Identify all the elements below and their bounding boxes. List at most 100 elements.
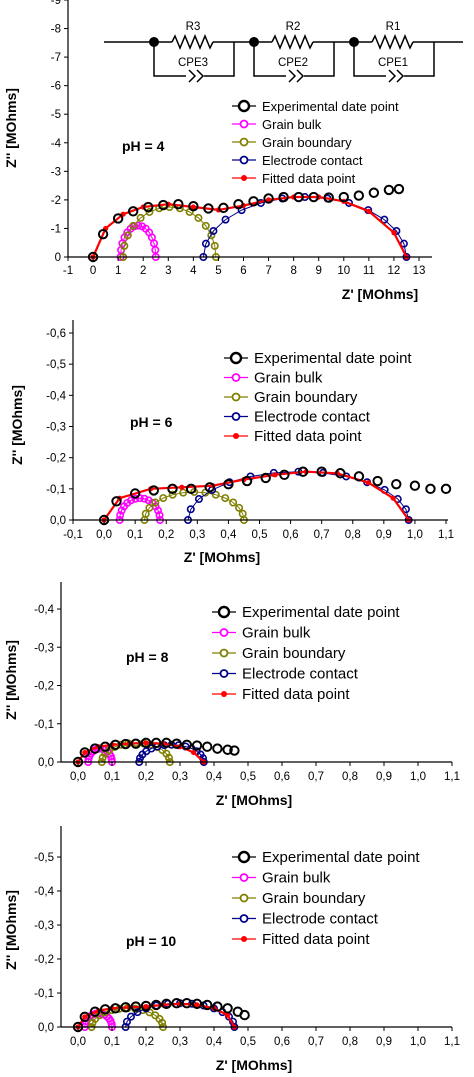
legend-marker xyxy=(237,99,251,113)
x-tick-label: 0,4 xyxy=(220,529,237,541)
legend-label-experimental: Experimental date point xyxy=(242,604,400,621)
resistor-icon xyxy=(371,34,414,50)
cpe-label: CPE3 xyxy=(178,57,208,69)
chart-panel-ph6: Z'' [MOhms] Z' [MOhms] pH = 6 -0,1 0,0 0,1… xyxy=(9,320,454,565)
experimental-point xyxy=(263,193,274,204)
x-axis-label: Z' [MOhms] xyxy=(216,1057,292,1073)
legend-marker xyxy=(233,433,239,439)
y-tick-label: -0,1 xyxy=(34,988,54,1000)
y-tick-label: -5 xyxy=(51,109,61,121)
legend-label-grain-boundary: Grain boundary xyxy=(242,645,346,662)
experimental-point xyxy=(212,743,223,754)
x-tick-label: 0,9 xyxy=(376,1036,392,1048)
grain-bulk-point xyxy=(134,221,143,230)
legend-marker xyxy=(231,412,241,421)
electrode-contact-point xyxy=(126,1012,135,1021)
x-tick-label: 7 xyxy=(265,265,271,277)
experimental-point xyxy=(97,228,109,240)
legend-label-experimental: Experimental date point xyxy=(262,849,420,866)
y-axis-label: Z'' [MOhms] xyxy=(3,88,19,168)
fitted-line xyxy=(92,195,408,258)
fitted-point xyxy=(194,1002,200,1008)
legend-label-electrode-contact: Electrode contact xyxy=(254,409,371,426)
legend-label-fitted: Fitted data point xyxy=(262,171,356,186)
legend-label-fitted: Fitted data point xyxy=(242,686,350,703)
experimental-point xyxy=(202,741,213,752)
experimental-point xyxy=(110,1003,121,1014)
grain-bulk-point xyxy=(154,506,163,515)
y-tick-label: 0,0 xyxy=(38,1022,54,1034)
x-tick-label: 0,6 xyxy=(283,529,299,541)
grain-boundary-point xyxy=(229,498,238,507)
x-tick-label: 0,0 xyxy=(70,1036,86,1048)
x-tick-label: 0,2 xyxy=(138,1036,154,1048)
x-tick-label: -1 xyxy=(63,265,73,277)
experimental-point xyxy=(143,201,154,213)
y-tick-label: -6 xyxy=(51,81,61,93)
y-tick-label: -9 xyxy=(51,0,61,7)
grain-bulk-line xyxy=(119,497,161,521)
x-tick-label: 0,8 xyxy=(342,771,358,783)
legend-marker xyxy=(239,119,249,129)
x-tick-label: 0,3 xyxy=(172,771,188,783)
x-tick-label: 0,6 xyxy=(274,771,290,783)
experimental-point xyxy=(112,213,124,224)
y-tick-label: -4 xyxy=(51,138,62,150)
experimental-point xyxy=(89,1006,101,1017)
fitted-point xyxy=(366,208,372,214)
electrode-contact-point xyxy=(201,239,210,248)
electrode-contact-point xyxy=(380,215,389,224)
legend-label-grain-boundary: Grain boundary xyxy=(254,389,358,406)
experimental-point xyxy=(100,1004,111,1015)
experimental-point xyxy=(158,199,169,211)
electrode-contact-point xyxy=(133,1008,142,1017)
experimental-point xyxy=(191,998,203,1010)
cpe-icon xyxy=(188,69,197,83)
y-tick-label: 0,0 xyxy=(38,757,54,769)
legend-label-electrode-contact: Electrode contact xyxy=(242,666,359,683)
experimental-point xyxy=(171,998,182,1009)
equivalent-circuit: R3 CPE3 R2 CPE2 xyxy=(104,21,463,83)
experimental-point xyxy=(353,190,365,201)
y-tick-label: 0,0 xyxy=(50,515,66,527)
fitted-point xyxy=(143,1004,149,1010)
experimental-point xyxy=(229,745,240,756)
cpe-label: CPE2 xyxy=(278,57,308,69)
x-tick-label: 0,4 xyxy=(206,771,223,783)
chart-panel-ph8: Z'' [MOhms] Z' [MOhms] pH = 8 0,0 0,1 0,2 0… xyxy=(3,582,460,808)
grain-bulk-point xyxy=(127,496,136,505)
x-tick-label: 1,0 xyxy=(407,529,423,541)
legend-marker xyxy=(237,850,251,864)
experimental-point xyxy=(204,482,215,493)
fitted-point xyxy=(265,197,272,203)
y-tick-label: -0,4 xyxy=(34,886,54,898)
x-tick-label: 0,4 xyxy=(206,1036,223,1048)
ph-annotation: pH = 4 xyxy=(122,138,165,154)
legend-label-electrode-contact: Electrode contact xyxy=(262,153,363,168)
x-tick-label: 0,9 xyxy=(376,529,392,541)
grain-boundary-point xyxy=(129,221,138,230)
experimental-point xyxy=(248,196,259,207)
x-tick-label: 4 xyxy=(190,265,197,277)
electrode-contact-point xyxy=(401,505,410,514)
y-tick-label: -0,5 xyxy=(46,359,66,371)
legend-label-experimental: Experimental date point xyxy=(254,350,412,367)
experimental-point xyxy=(130,738,142,749)
grain-boundary-point xyxy=(123,231,132,240)
grain-boundary-point xyxy=(145,503,154,512)
experimental-point xyxy=(79,747,91,758)
experimental-point xyxy=(120,738,131,750)
legend-marker xyxy=(229,351,243,365)
x-tick-label: 10 xyxy=(337,265,350,277)
legend-marker xyxy=(219,628,229,637)
fitted-point xyxy=(390,495,396,501)
legend-label-grain-boundary: Grain boundary xyxy=(262,890,366,907)
x-tick-label: 0,9 xyxy=(376,771,392,783)
grain-boundary-point xyxy=(158,1018,167,1027)
experimental-point xyxy=(393,183,405,195)
y-tick-label: -0,6 xyxy=(46,328,66,340)
x-tick-label: 0,8 xyxy=(342,1036,358,1048)
y-tick-label: -7 xyxy=(51,52,61,64)
experimental-point xyxy=(223,478,234,490)
experimental-point xyxy=(89,743,101,754)
